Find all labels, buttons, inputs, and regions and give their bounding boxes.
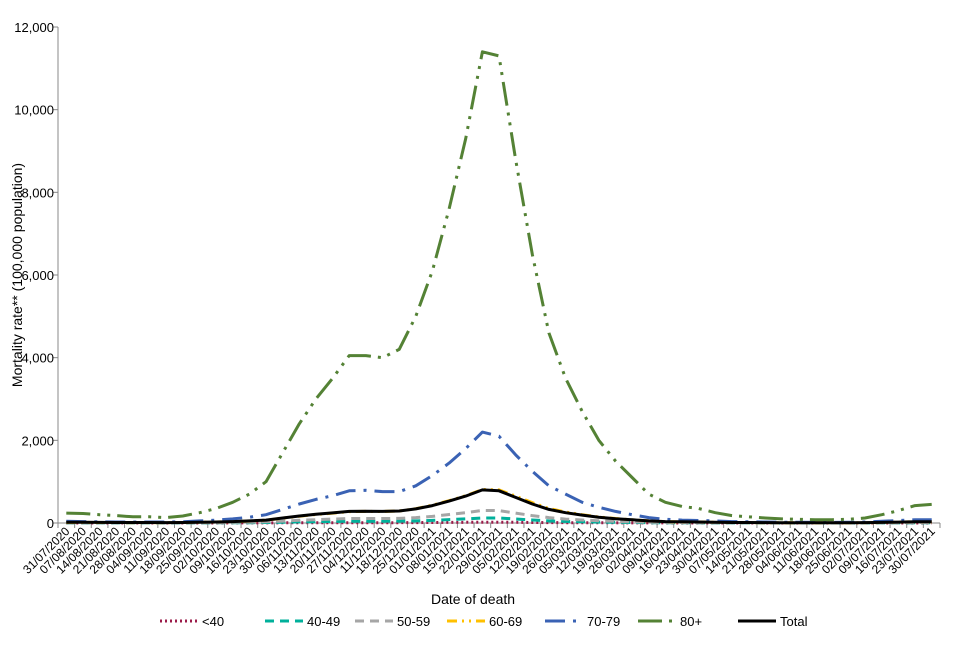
series-lines: [66, 50, 932, 525]
legend-label: 60-69: [489, 614, 522, 629]
y-tick-label: 2,000: [21, 433, 54, 448]
series-line-total: [66, 488, 932, 525]
series-line-60-69: [66, 488, 932, 525]
y-tick-label: 4,000: [21, 351, 54, 366]
y-tick-label: 12,000: [14, 20, 54, 35]
y-tick-label: 10,000: [14, 103, 54, 118]
legend-label: 80+: [680, 614, 702, 629]
series-line-80: [66, 50, 932, 522]
series-line-70-79: [66, 430, 932, 524]
legend-item: 70-79: [545, 614, 620, 629]
y-axis: 0 2,000 4,000 6,000 8,000 10,000 12,000: [14, 20, 59, 531]
legend-item: 80+: [638, 614, 702, 629]
y-axis-title: Mortality rate** (100,000 population): [9, 163, 25, 387]
y-tick-label: 0: [47, 516, 54, 531]
legend-item: Total: [738, 614, 808, 629]
y-tick-label: 6,000: [21, 268, 54, 283]
legend-item: 40-49: [265, 614, 340, 629]
legend: <40 40-49 50-59 60-69 70-79 80+ Total: [160, 614, 808, 629]
x-axis-title: Date of death: [431, 591, 515, 607]
legend-label: 70-79: [587, 614, 620, 629]
legend-item: 60-69: [447, 614, 522, 629]
legend-label: <40: [202, 614, 224, 629]
legend-label: Total: [780, 614, 808, 629]
legend-label: 50-59: [397, 614, 430, 629]
legend-item: 50-59: [355, 614, 430, 629]
x-axis: 31/07/202007/08/202014/08/202021/08/2020…: [20, 522, 941, 577]
legend-label: 40-49: [307, 614, 340, 629]
legend-item: <40: [160, 614, 224, 629]
y-tick-label: 8,000: [21, 185, 54, 200]
